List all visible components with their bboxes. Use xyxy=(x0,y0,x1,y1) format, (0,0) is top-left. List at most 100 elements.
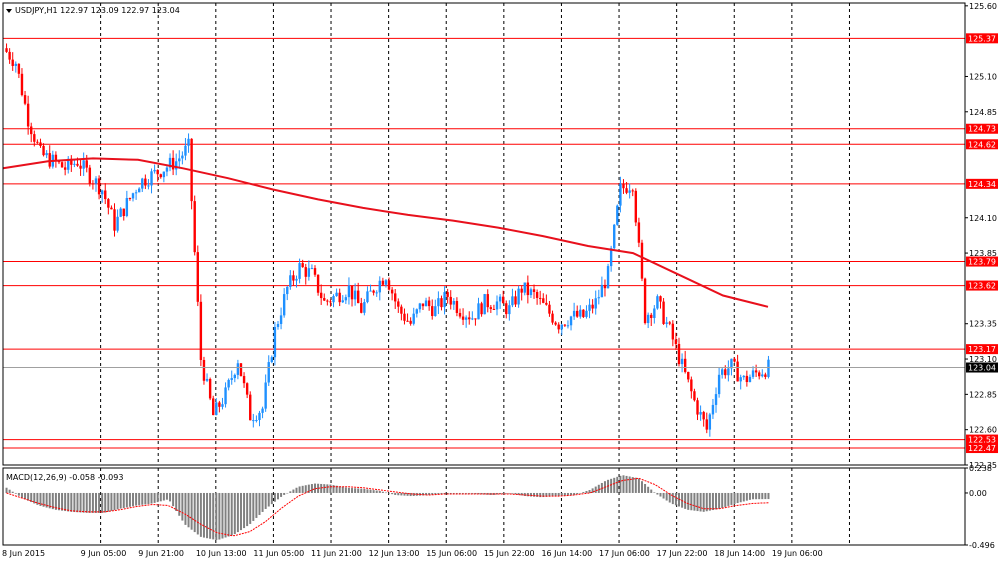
macd-bar xyxy=(310,484,313,493)
time-tick-label: 16 Jun 14:00 xyxy=(541,549,592,558)
macd-bar xyxy=(289,491,292,493)
candle-body xyxy=(70,158,73,165)
macd-bar xyxy=(338,486,341,493)
macd-bar xyxy=(616,476,619,493)
candle-body xyxy=(748,376,752,383)
candle-body xyxy=(227,379,230,388)
macd-bar xyxy=(236,492,239,533)
candle-body xyxy=(122,208,125,217)
macd-bar xyxy=(409,492,412,497)
macd-bar xyxy=(264,492,267,509)
price-tick-label: 123.85 xyxy=(969,249,997,258)
candle-body xyxy=(742,375,745,378)
macd-bar xyxy=(122,492,125,508)
candle-body xyxy=(495,301,499,310)
macd-bar xyxy=(647,486,650,493)
candle-body xyxy=(215,402,218,416)
macd-bar xyxy=(613,477,616,493)
current-tag-label: 123.04 xyxy=(968,364,996,373)
candle-body xyxy=(687,371,690,380)
candle-body xyxy=(443,292,446,308)
macd-bar xyxy=(761,492,764,500)
price-tick-label: 123.10 xyxy=(969,355,997,364)
macd-bar xyxy=(357,488,360,493)
macd-bar xyxy=(307,484,310,493)
macd-bar xyxy=(529,492,532,497)
candle-body xyxy=(236,363,240,375)
candle-body xyxy=(603,284,607,289)
macd-bar xyxy=(107,492,110,512)
candle-body xyxy=(282,294,286,316)
candle-body xyxy=(702,412,705,420)
candle-body xyxy=(184,145,187,156)
macd-bar xyxy=(184,492,187,525)
macd-bar xyxy=(523,492,526,497)
price-axis: 125.60 125.10 124.85 124.10 123.85 123.35 123.… xyxy=(965,2,997,470)
macd-bar xyxy=(147,492,150,504)
macd-bar xyxy=(560,492,563,496)
macd-bar xyxy=(372,490,375,493)
macd-bar xyxy=(298,486,301,493)
macd-bar xyxy=(742,492,745,502)
candle-body xyxy=(390,289,394,294)
macd-bar xyxy=(767,492,770,500)
macd-bar xyxy=(135,492,138,506)
macd-bar xyxy=(360,488,363,493)
macd-bar xyxy=(51,492,54,510)
candle-body xyxy=(202,359,206,381)
macd-bar xyxy=(406,492,409,496)
macd-bar xyxy=(82,492,85,513)
candle-body xyxy=(82,160,85,169)
macd-bar xyxy=(255,492,258,518)
candle-body xyxy=(344,297,348,301)
candle-body xyxy=(20,73,24,96)
macd-bar xyxy=(36,492,39,505)
macd-bar xyxy=(520,492,523,496)
candle-body xyxy=(637,222,641,243)
macd-bar xyxy=(724,492,727,507)
candle-body xyxy=(224,387,227,405)
candle-body xyxy=(17,63,21,74)
main-panel-frame xyxy=(2,2,966,466)
candle-body xyxy=(412,313,415,324)
macd-bar xyxy=(693,492,696,511)
triangle-down-icon[interactable] xyxy=(6,9,12,13)
candle-body xyxy=(437,298,440,307)
macd-bar xyxy=(394,492,397,495)
macd-histogram xyxy=(5,475,770,540)
macd-bar xyxy=(190,492,193,530)
macd-bar xyxy=(45,492,48,508)
macd-bar xyxy=(455,492,458,494)
macd-bar xyxy=(8,489,11,493)
macd-bar xyxy=(705,492,708,512)
candle-body xyxy=(8,51,11,60)
macd-bar xyxy=(104,492,107,513)
candle-body xyxy=(270,357,274,363)
candle-body xyxy=(125,198,129,217)
macd-bar xyxy=(57,492,60,511)
level-tag: 125.37 xyxy=(966,33,998,44)
candle-body xyxy=(279,315,283,324)
macd-bar xyxy=(702,492,705,512)
candle-body xyxy=(26,103,30,127)
macd-bar xyxy=(468,492,471,494)
candle-body xyxy=(579,309,582,317)
macd-bar xyxy=(119,492,122,509)
macd-bar xyxy=(187,492,190,528)
candle-body xyxy=(668,322,671,324)
level-tag-label: 125.37 xyxy=(968,34,996,43)
macd-bar xyxy=(492,492,495,495)
candle-body xyxy=(301,263,304,268)
macd-tick-label: 0.238 xyxy=(969,464,992,473)
candle-body xyxy=(42,145,45,156)
time-tick-label: 9 Jun 21:00 xyxy=(138,549,184,558)
candle-body xyxy=(554,322,557,325)
level-tag-bg xyxy=(966,434,998,445)
candle-body xyxy=(264,382,267,409)
candle-body xyxy=(88,167,92,184)
candle-body xyxy=(292,275,295,281)
macd-bar xyxy=(545,492,548,497)
candle-body xyxy=(588,304,591,311)
